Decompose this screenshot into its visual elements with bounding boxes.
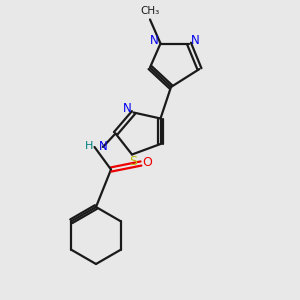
Text: CH₃: CH₃: [140, 5, 160, 16]
Text: H: H: [85, 140, 93, 151]
Text: S: S: [130, 154, 137, 168]
Text: N: N: [122, 102, 131, 116]
Text: N: N: [150, 34, 159, 47]
Text: O: O: [143, 155, 152, 169]
Text: N: N: [98, 140, 107, 154]
Text: N: N: [191, 34, 200, 47]
